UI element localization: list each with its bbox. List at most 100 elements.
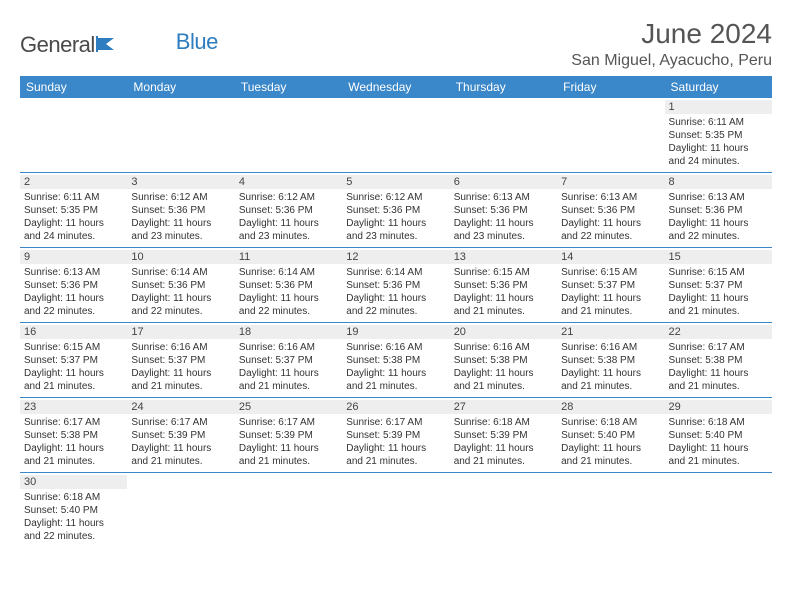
daylight2-text: and 21 minutes. xyxy=(669,455,768,468)
sunset-text: Sunset: 5:36 PM xyxy=(454,204,553,217)
sunrise-text: Sunrise: 6:16 AM xyxy=(346,341,445,354)
day-header: Sunday xyxy=(20,76,127,98)
sunset-text: Sunset: 5:38 PM xyxy=(669,354,768,367)
day-number: 20 xyxy=(450,325,557,339)
sunrise-text: Sunrise: 6:17 AM xyxy=(346,416,445,429)
daylight2-text: and 23 minutes. xyxy=(346,230,445,243)
daylight2-text: and 21 minutes. xyxy=(561,305,660,318)
sunset-text: Sunset: 5:36 PM xyxy=(346,204,445,217)
daylight2-text: and 22 minutes. xyxy=(346,305,445,318)
daylight1-text: Daylight: 11 hours xyxy=(561,217,660,230)
daylight1-text: Daylight: 11 hours xyxy=(131,217,230,230)
sunset-text: Sunset: 5:40 PM xyxy=(669,429,768,442)
daylight2-text: and 21 minutes. xyxy=(669,305,768,318)
day-cell: 14Sunrise: 6:15 AMSunset: 5:37 PMDayligh… xyxy=(557,248,664,323)
day-number: 24 xyxy=(127,400,234,414)
daylight2-text: and 21 minutes. xyxy=(669,380,768,393)
sunrise-text: Sunrise: 6:18 AM xyxy=(24,491,123,504)
brand-name-part1: General xyxy=(20,32,95,58)
sunset-text: Sunset: 5:38 PM xyxy=(561,354,660,367)
daylight2-text: and 23 minutes. xyxy=(454,230,553,243)
daylight2-text: and 22 minutes. xyxy=(24,305,123,318)
sunrise-text: Sunrise: 6:18 AM xyxy=(454,416,553,429)
sunrise-text: Sunrise: 6:15 AM xyxy=(24,341,123,354)
sunrise-text: Sunrise: 6:17 AM xyxy=(131,416,230,429)
sunset-text: Sunset: 5:36 PM xyxy=(131,279,230,292)
sunset-text: Sunset: 5:36 PM xyxy=(454,279,553,292)
daylight1-text: Daylight: 11 hours xyxy=(561,367,660,380)
day-cell xyxy=(557,98,664,173)
sunset-text: Sunset: 5:37 PM xyxy=(239,354,338,367)
week-row: 30 Sunrise: 6:18 AMSunset: 5:40 PMDayligh… xyxy=(20,473,772,548)
day-cell: 16Sunrise: 6:15 AMSunset: 5:37 PMDayligh… xyxy=(20,323,127,398)
day-header: Monday xyxy=(127,76,234,98)
sunset-text: Sunset: 5:36 PM xyxy=(239,204,338,217)
calendar-head: Sunday Monday Tuesday Wednesday Thursday… xyxy=(20,76,772,98)
day-cell xyxy=(450,473,557,548)
daylight1-text: Daylight: 11 hours xyxy=(454,367,553,380)
day-cell xyxy=(342,473,449,548)
day-cell: 1Sunrise: 6:11 AMSunset: 5:35 PMDaylight… xyxy=(665,98,772,173)
day-number: 28 xyxy=(557,400,664,414)
day-number: 17 xyxy=(127,325,234,339)
day-cell: 15Sunrise: 6:15 AMSunset: 5:37 PMDayligh… xyxy=(665,248,772,323)
day-cell: 7Sunrise: 6:13 AMSunset: 5:36 PMDaylight… xyxy=(557,173,664,248)
day-cell: 11Sunrise: 6:14 AMSunset: 5:36 PMDayligh… xyxy=(235,248,342,323)
sunset-text: Sunset: 5:40 PM xyxy=(24,504,123,517)
week-row: 16Sunrise: 6:15 AMSunset: 5:37 PMDayligh… xyxy=(20,323,772,398)
daylight2-text: and 22 minutes. xyxy=(24,530,123,543)
sunrise-text: Sunrise: 6:12 AM xyxy=(346,191,445,204)
sunset-text: Sunset: 5:36 PM xyxy=(24,279,123,292)
sunrise-text: Sunrise: 6:11 AM xyxy=(669,116,768,129)
daylight2-text: and 22 minutes. xyxy=(669,230,768,243)
brand-name-part2: Blue xyxy=(176,29,218,55)
daylight2-text: and 21 minutes. xyxy=(454,380,553,393)
day-number: 30 xyxy=(20,475,127,489)
sunset-text: Sunset: 5:39 PM xyxy=(454,429,553,442)
day-number: 8 xyxy=(665,175,772,189)
sunrise-text: Sunrise: 6:16 AM xyxy=(561,341,660,354)
day-cell: 28Sunrise: 6:18 AMSunset: 5:40 PMDayligh… xyxy=(557,398,664,473)
sunrise-text: Sunrise: 6:17 AM xyxy=(24,416,123,429)
day-cell: 19Sunrise: 6:16 AMSunset: 5:38 PMDayligh… xyxy=(342,323,449,398)
week-row: 23Sunrise: 6:17 AMSunset: 5:38 PMDayligh… xyxy=(20,398,772,473)
sunset-text: Sunset: 5:36 PM xyxy=(561,204,660,217)
daylight1-text: Daylight: 11 hours xyxy=(239,217,338,230)
sunrise-text: Sunrise: 6:11 AM xyxy=(24,191,123,204)
sunrise-text: Sunrise: 6:12 AM xyxy=(239,191,338,204)
sunset-text: Sunset: 5:37 PM xyxy=(561,279,660,292)
sunrise-text: Sunrise: 6:18 AM xyxy=(561,416,660,429)
day-number: 26 xyxy=(342,400,449,414)
daylight2-text: and 21 minutes. xyxy=(454,305,553,318)
day-header: Tuesday xyxy=(235,76,342,98)
sunrise-text: Sunrise: 6:13 AM xyxy=(454,191,553,204)
daylight2-text: and 22 minutes. xyxy=(561,230,660,243)
day-number: 1 xyxy=(665,100,772,114)
sunset-text: Sunset: 5:39 PM xyxy=(239,429,338,442)
day-header: Friday xyxy=(557,76,664,98)
day-cell: 5Sunrise: 6:12 AMSunset: 5:36 PMDaylight… xyxy=(342,173,449,248)
day-header: Saturday xyxy=(665,76,772,98)
day-cell: 10Sunrise: 6:14 AMSunset: 5:36 PMDayligh… xyxy=(127,248,234,323)
calendar-table: Sunday Monday Tuesday Wednesday Thursday… xyxy=(20,76,772,547)
daylight1-text: Daylight: 11 hours xyxy=(561,442,660,455)
daylight2-text: and 21 minutes. xyxy=(454,455,553,468)
day-cell: 2Sunrise: 6:11 AMSunset: 5:35 PMDaylight… xyxy=(20,173,127,248)
daylight1-text: Daylight: 11 hours xyxy=(131,292,230,305)
sunrise-text: Sunrise: 6:17 AM xyxy=(239,416,338,429)
day-cell xyxy=(235,98,342,173)
daylight2-text: and 21 minutes. xyxy=(561,380,660,393)
day-cell: 4Sunrise: 6:12 AMSunset: 5:36 PMDaylight… xyxy=(235,173,342,248)
daylight1-text: Daylight: 11 hours xyxy=(669,442,768,455)
week-row: 1Sunrise: 6:11 AMSunset: 5:35 PMDaylight… xyxy=(20,98,772,173)
sunset-text: Sunset: 5:36 PM xyxy=(346,279,445,292)
calendar-body: 1Sunrise: 6:11 AMSunset: 5:35 PMDaylight… xyxy=(20,98,772,547)
sunrise-text: Sunrise: 6:14 AM xyxy=(346,266,445,279)
day-cell xyxy=(20,98,127,173)
daylight1-text: Daylight: 11 hours xyxy=(24,517,123,530)
daylight2-text: and 24 minutes. xyxy=(669,155,768,168)
daylight1-text: Daylight: 11 hours xyxy=(239,442,338,455)
sunset-text: Sunset: 5:38 PM xyxy=(346,354,445,367)
sunset-text: Sunset: 5:39 PM xyxy=(131,429,230,442)
daylight2-text: and 22 minutes. xyxy=(131,305,230,318)
